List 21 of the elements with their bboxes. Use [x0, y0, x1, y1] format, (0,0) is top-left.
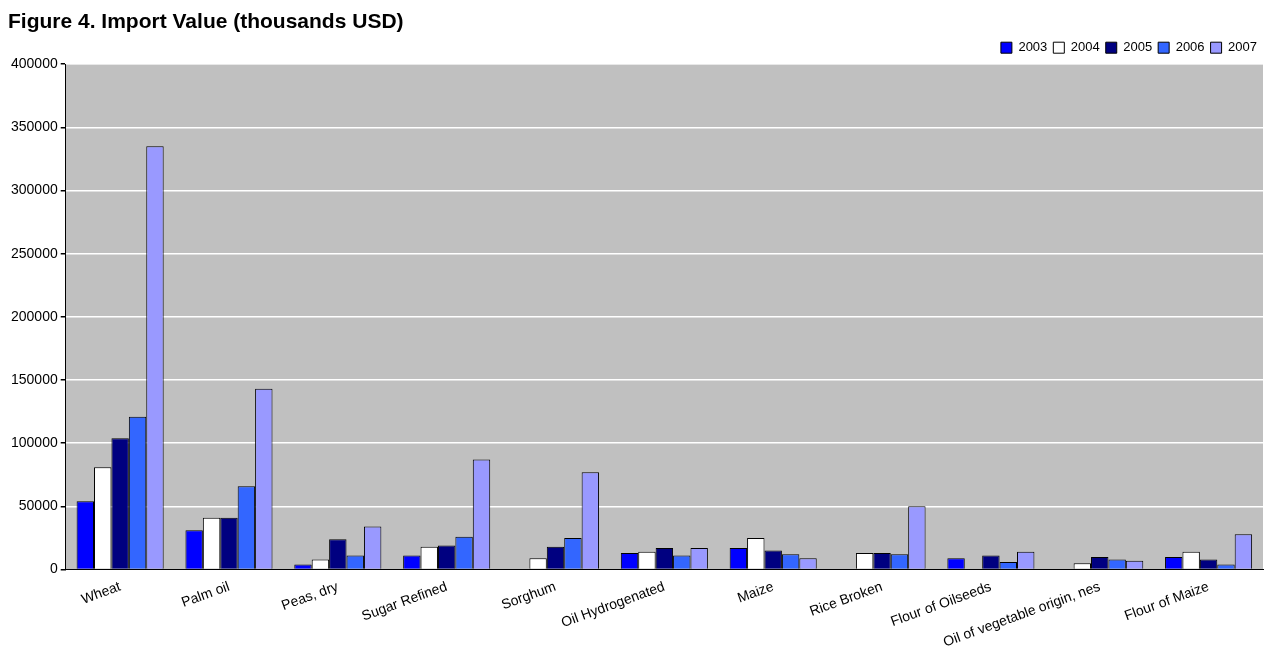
x-tick-label: Peas, dry [279, 577, 341, 614]
y-tick-label: 0 [49, 560, 58, 577]
y-tick-label: 150000 [11, 370, 58, 387]
y-tick-label: 100000 [11, 434, 58, 451]
y-tick-label: 250000 [11, 244, 58, 261]
y-tick-label: 400000 [11, 55, 58, 72]
x-tick-label: Rice Broken [807, 577, 885, 619]
y-tick-label: 50000 [18, 497, 58, 514]
legend-label: 2004 [1070, 39, 1100, 55]
legend-label: 2006 [1175, 39, 1205, 55]
chart-title: Figure 4. Import Value (thousands USD) [8, 9, 404, 33]
x-tick-label: Palm oil [179, 577, 232, 610]
y-tick-label: 200000 [11, 307, 58, 324]
y-tick-label: 300000 [11, 181, 58, 198]
y-tick-label: 350000 [11, 118, 58, 135]
x-tick-label: Maize [734, 577, 776, 606]
legend-label: 2005 [1123, 39, 1153, 55]
x-tick-label: Flour of Maize [1122, 577, 1212, 624]
legend-label: 2003 [1018, 39, 1048, 55]
legend-label: 2007 [1228, 39, 1257, 55]
x-tick-label: Wheat [78, 577, 123, 607]
